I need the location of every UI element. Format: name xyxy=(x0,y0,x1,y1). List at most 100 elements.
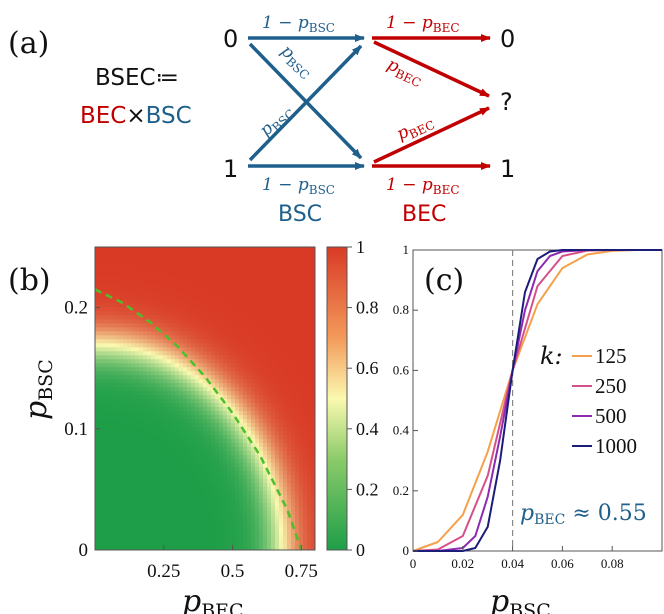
heatmap-cell xyxy=(227,262,232,268)
heatmap-cell xyxy=(307,326,312,332)
heatmap-cell xyxy=(275,478,280,483)
heatmap-cell xyxy=(279,522,284,527)
heatmap-cell xyxy=(195,334,200,340)
heatmap-cell xyxy=(307,338,312,344)
heatmap-cell xyxy=(183,450,188,455)
heatmap-cell xyxy=(299,262,304,268)
heatmap-cell xyxy=(143,302,148,308)
heatmap-cell xyxy=(251,478,256,483)
heatmap-cell xyxy=(151,247,156,252)
heatmap-cell xyxy=(203,330,208,336)
heatmap-cell xyxy=(287,542,292,547)
heatmap-cell xyxy=(231,410,236,416)
heatmap-cell xyxy=(231,270,236,276)
heatmap-cell xyxy=(167,342,172,348)
heatmap-cell xyxy=(203,482,208,487)
heatmap-cell xyxy=(235,382,240,388)
heatmap-cell xyxy=(123,482,128,487)
heatmap-cell xyxy=(259,538,264,543)
heatmap-cell xyxy=(199,430,204,435)
heatmap-cell xyxy=(283,398,288,404)
heatmap-cell xyxy=(195,286,200,292)
heatmap-cell xyxy=(251,390,256,396)
heatmap-cell xyxy=(267,506,272,511)
heatmap-cell xyxy=(183,382,188,388)
heatmap-cell xyxy=(287,410,292,416)
heatmap-cell xyxy=(223,350,228,356)
heatmap-cell xyxy=(195,430,200,435)
heatmap-cell xyxy=(187,506,192,511)
heatmap-cell xyxy=(123,542,128,547)
heatmap-cell xyxy=(131,454,136,459)
heatmap-cell xyxy=(291,266,296,272)
heatmap-cell xyxy=(287,422,292,428)
heatmap-cell xyxy=(171,334,176,340)
heatmap-cell xyxy=(115,478,120,483)
heatmap-cell xyxy=(191,466,196,471)
heatmap-cell xyxy=(191,486,196,491)
heatmap-cell xyxy=(139,490,144,495)
heatmap-cell xyxy=(211,418,216,424)
heatmap-cell xyxy=(159,386,164,392)
heatmap-cell xyxy=(151,282,156,288)
heatmap-cell xyxy=(255,350,260,356)
heatmap-cell xyxy=(279,278,284,284)
heatmap-cell xyxy=(123,247,128,252)
heatmap-cell xyxy=(167,458,172,463)
heatmap-cell xyxy=(283,486,288,491)
heatmap-cell xyxy=(171,306,176,312)
heatmap-cell xyxy=(147,530,152,535)
heatmap-cell xyxy=(243,494,248,499)
heatmap-cell xyxy=(111,538,116,543)
heatmap-cell xyxy=(111,334,116,340)
heatmap-cell xyxy=(151,414,156,420)
heatmap-cell xyxy=(255,478,260,483)
heatmap-cell xyxy=(271,338,276,344)
heatmap-cell xyxy=(279,510,284,515)
heatmap-cell xyxy=(235,438,240,443)
heatmap-cell xyxy=(179,326,184,332)
heatmap-cell xyxy=(159,438,164,443)
heatmap-cell xyxy=(279,450,284,455)
heatmap-cell xyxy=(211,434,216,439)
heatmap-cell xyxy=(95,306,100,312)
heatmap-cell xyxy=(239,310,244,316)
heatmap-cell xyxy=(111,546,116,550)
heatmap-cell xyxy=(283,278,288,284)
heatmap-cell xyxy=(127,438,132,443)
heatmap-cell xyxy=(251,310,256,316)
heatmap-cell xyxy=(287,306,292,312)
heatmap-cell xyxy=(235,258,240,264)
heatmap-cell xyxy=(123,254,128,260)
heatmap-cell xyxy=(275,338,280,344)
heatmap-cell xyxy=(219,290,224,296)
heatmap-cell xyxy=(171,506,176,511)
heatmap-cell xyxy=(287,426,292,431)
heatmap-cell xyxy=(187,370,192,376)
heatmap-cell xyxy=(227,438,232,443)
heatmap-cell xyxy=(287,290,292,296)
heatmap-cell xyxy=(287,318,292,324)
heatmap-cell xyxy=(227,258,232,264)
heatmap-cell xyxy=(143,442,148,447)
heatmap-cell xyxy=(243,370,248,376)
heatmap-cell xyxy=(179,546,184,550)
heatmap-cell xyxy=(291,498,296,503)
heatmap-cell xyxy=(199,302,204,308)
heatmap-cell xyxy=(127,366,132,372)
heatmap-cell xyxy=(263,310,268,316)
heatmap-cell xyxy=(247,470,252,475)
heatmap-cell xyxy=(223,538,228,543)
heatmap-cell xyxy=(215,370,220,376)
heatmap-cell xyxy=(159,366,164,372)
heatmap-cell xyxy=(207,350,212,356)
heatmap-cell xyxy=(151,526,156,531)
heatmap-cell xyxy=(279,247,284,252)
heatmap-cell xyxy=(271,434,276,439)
heatmap-cell xyxy=(295,354,300,360)
heatmap-cell xyxy=(263,530,268,535)
heatmap-cell xyxy=(267,410,272,416)
heatmap-cell xyxy=(103,378,108,384)
heatmap-cell xyxy=(207,394,212,400)
heatmap-cell xyxy=(107,270,112,276)
